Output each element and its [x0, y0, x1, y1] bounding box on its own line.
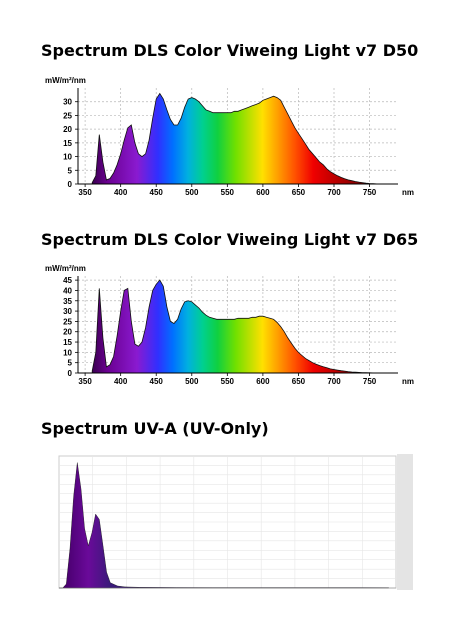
x-axis-label: nm	[402, 188, 414, 197]
y-tick-label: 40	[63, 286, 72, 295]
y-tick-label: 10	[63, 153, 72, 162]
spectrum-area	[91, 279, 388, 374]
x-axis-label: nm	[402, 377, 414, 386]
spectrum-area	[91, 92, 388, 185]
y-tick-label: 35	[63, 297, 72, 306]
y-tick-label: 20	[63, 125, 72, 134]
x-tick-label: 350	[78, 377, 92, 386]
x-tick-label: 550	[221, 377, 235, 386]
x-tick-label: 400	[114, 377, 128, 386]
y-tick-label: 25	[63, 317, 72, 326]
x-tick-label: 700	[327, 188, 341, 197]
y-tick-label: 25	[63, 111, 72, 120]
x-tick-label: 650	[292, 377, 306, 386]
x-tick-label: 500	[185, 377, 199, 386]
x-tick-label: 600	[256, 377, 270, 386]
x-tick-label: 600	[256, 188, 270, 197]
x-tick-label: 700	[327, 377, 341, 386]
x-tick-label: 350	[78, 188, 92, 197]
y-axis-label: mW/m²/nm	[45, 264, 86, 273]
x-tick-label: 650	[292, 188, 306, 197]
side-panel	[397, 454, 413, 590]
y-tick-label: 30	[63, 307, 72, 316]
x-tick-label: 550	[221, 188, 235, 197]
x-tick-label: 750	[363, 377, 377, 386]
x-tick-label: 500	[185, 188, 199, 197]
y-tick-label: 45	[63, 276, 72, 285]
y-tick-label: 0	[68, 180, 73, 189]
chart-title-d50: Spectrum DLS Color Viweing Light v7 D50	[41, 41, 419, 60]
y-axis-label: mW/m²/nm	[45, 76, 86, 85]
x-tick-label: 450	[150, 188, 164, 197]
y-tick-label: 15	[63, 139, 72, 148]
y-tick-label: 5	[68, 166, 73, 175]
y-tick-label: 20	[63, 328, 72, 337]
x-tick-label: 450	[150, 377, 164, 386]
y-tick-label: 5	[68, 359, 73, 368]
x-tick-label: 400	[114, 188, 128, 197]
y-tick-label: 10	[63, 348, 72, 357]
x-tick-label: 750	[363, 188, 377, 197]
chart-title-uva: Spectrum UV-A (UV-Only)	[41, 419, 269, 438]
spectrum-area	[59, 462, 389, 589]
y-tick-label: 30	[63, 98, 72, 107]
y-tick-label: 15	[63, 338, 72, 347]
chart-title-d65: Spectrum DLS Color Viweing Light v7 D65	[41, 230, 419, 249]
y-tick-label: 0	[68, 369, 73, 378]
